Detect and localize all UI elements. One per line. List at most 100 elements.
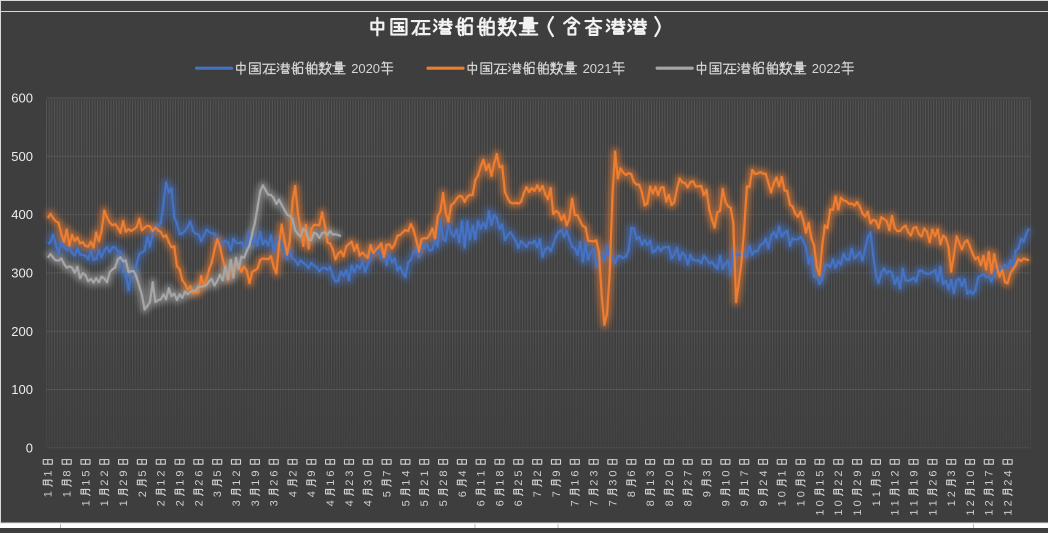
svg-text:2: 2	[890, 470, 902, 476]
svg-text:9: 9	[306, 470, 318, 476]
svg-text:1: 1	[476, 470, 488, 476]
svg-text:1: 1	[43, 491, 55, 497]
svg-text:7: 7	[570, 500, 582, 506]
svg-text:1: 1	[62, 491, 74, 497]
svg-text:2: 2	[118, 480, 130, 486]
svg-text:9: 9	[551, 470, 563, 476]
svg-text:1: 1	[80, 480, 92, 486]
svg-text:6: 6	[494, 500, 506, 506]
svg-text:0: 0	[26, 440, 33, 455]
svg-text:1: 1	[814, 509, 826, 515]
svg-text:0: 0	[363, 470, 375, 476]
svg-text:3: 3	[701, 470, 713, 476]
svg-text:2: 2	[351, 61, 358, 76]
svg-text:0: 0	[819, 61, 826, 76]
svg-text:1: 1	[250, 480, 262, 486]
svg-text:2: 2	[583, 61, 590, 76]
svg-text:2: 2	[532, 470, 544, 476]
svg-text:1: 1	[1003, 509, 1015, 515]
svg-text:0: 0	[777, 491, 789, 497]
svg-text:0: 0	[965, 470, 977, 476]
svg-text:2: 2	[419, 480, 431, 486]
svg-text:4: 4	[325, 500, 337, 506]
svg-text:2: 2	[269, 480, 281, 486]
svg-text:400: 400	[11, 207, 33, 222]
svg-text:3: 3	[269, 500, 281, 506]
svg-text:1: 1	[739, 480, 751, 486]
svg-text:2: 2	[683, 480, 695, 486]
svg-text:4: 4	[287, 491, 299, 497]
svg-text:6: 6	[476, 500, 488, 506]
svg-text:2: 2	[344, 480, 356, 486]
svg-text:9: 9	[175, 470, 187, 476]
svg-text:9: 9	[739, 500, 751, 506]
svg-text:0: 0	[796, 491, 808, 497]
svg-text:9: 9	[701, 491, 713, 497]
svg-text:1: 1	[890, 480, 902, 486]
svg-text:3: 3	[946, 470, 958, 476]
svg-text:1: 1	[908, 480, 920, 486]
svg-text:1: 1	[604, 61, 611, 76]
svg-text:6: 6	[269, 470, 281, 476]
svg-text:1: 1	[777, 500, 789, 506]
svg-text:7: 7	[532, 491, 544, 497]
svg-text:3: 3	[344, 470, 356, 476]
svg-text:2: 2	[137, 491, 149, 497]
svg-text:9: 9	[852, 470, 864, 476]
svg-text:7: 7	[382, 470, 394, 476]
svg-text:9: 9	[250, 470, 262, 476]
svg-text:300: 300	[11, 266, 33, 281]
svg-text:5: 5	[513, 470, 525, 476]
svg-text:0: 0	[664, 470, 676, 476]
svg-text:5: 5	[871, 470, 883, 476]
svg-text:5: 5	[419, 500, 431, 506]
svg-text:0: 0	[814, 500, 826, 506]
svg-text:6: 6	[457, 491, 469, 497]
svg-text:2: 2	[826, 61, 833, 76]
svg-text:3: 3	[231, 500, 243, 506]
svg-text:4: 4	[758, 470, 770, 476]
svg-text:8: 8	[645, 500, 657, 506]
svg-text:1: 1	[720, 480, 732, 486]
svg-text:4: 4	[344, 500, 356, 506]
svg-text:1: 1	[852, 509, 864, 515]
svg-text:1: 1	[890, 509, 902, 515]
svg-text:8: 8	[438, 470, 450, 476]
svg-text:5: 5	[382, 491, 394, 497]
svg-text:500: 500	[11, 149, 33, 164]
svg-text:2: 2	[193, 480, 205, 486]
svg-text:2: 2	[833, 480, 845, 486]
svg-text:5: 5	[400, 500, 412, 506]
svg-text:2: 2	[366, 61, 373, 76]
svg-text:4: 4	[1003, 470, 1015, 476]
svg-text:9: 9	[908, 470, 920, 476]
svg-text:1: 1	[400, 480, 412, 486]
svg-text:2: 2	[438, 480, 450, 486]
svg-text:1: 1	[43, 470, 55, 476]
svg-text:1: 1	[814, 480, 826, 486]
svg-text:1: 1	[965, 480, 977, 486]
svg-text:1: 1	[927, 509, 939, 515]
svg-text:1: 1	[927, 500, 939, 506]
svg-text:1: 1	[777, 470, 789, 476]
svg-text:5: 5	[137, 470, 149, 476]
svg-text:1: 1	[871, 500, 883, 506]
svg-text:1: 1	[645, 480, 657, 486]
svg-text:2: 2	[946, 491, 958, 497]
svg-text:8: 8	[683, 500, 695, 506]
svg-text:6: 6	[193, 470, 205, 476]
svg-text:0: 0	[590, 61, 597, 76]
svg-text:6: 6	[927, 470, 939, 476]
svg-text:9: 9	[720, 500, 732, 506]
svg-text:0: 0	[358, 61, 365, 76]
svg-text:2: 2	[175, 500, 187, 506]
svg-text:2: 2	[1003, 480, 1015, 486]
svg-text:5: 5	[814, 470, 826, 476]
svg-text:8: 8	[62, 470, 74, 476]
svg-text:7: 7	[984, 470, 996, 476]
svg-text:100: 100	[11, 382, 33, 397]
svg-text:0: 0	[833, 500, 845, 506]
svg-text:5: 5	[212, 470, 224, 476]
svg-text:3: 3	[363, 480, 375, 486]
svg-text:2: 2	[927, 480, 939, 486]
